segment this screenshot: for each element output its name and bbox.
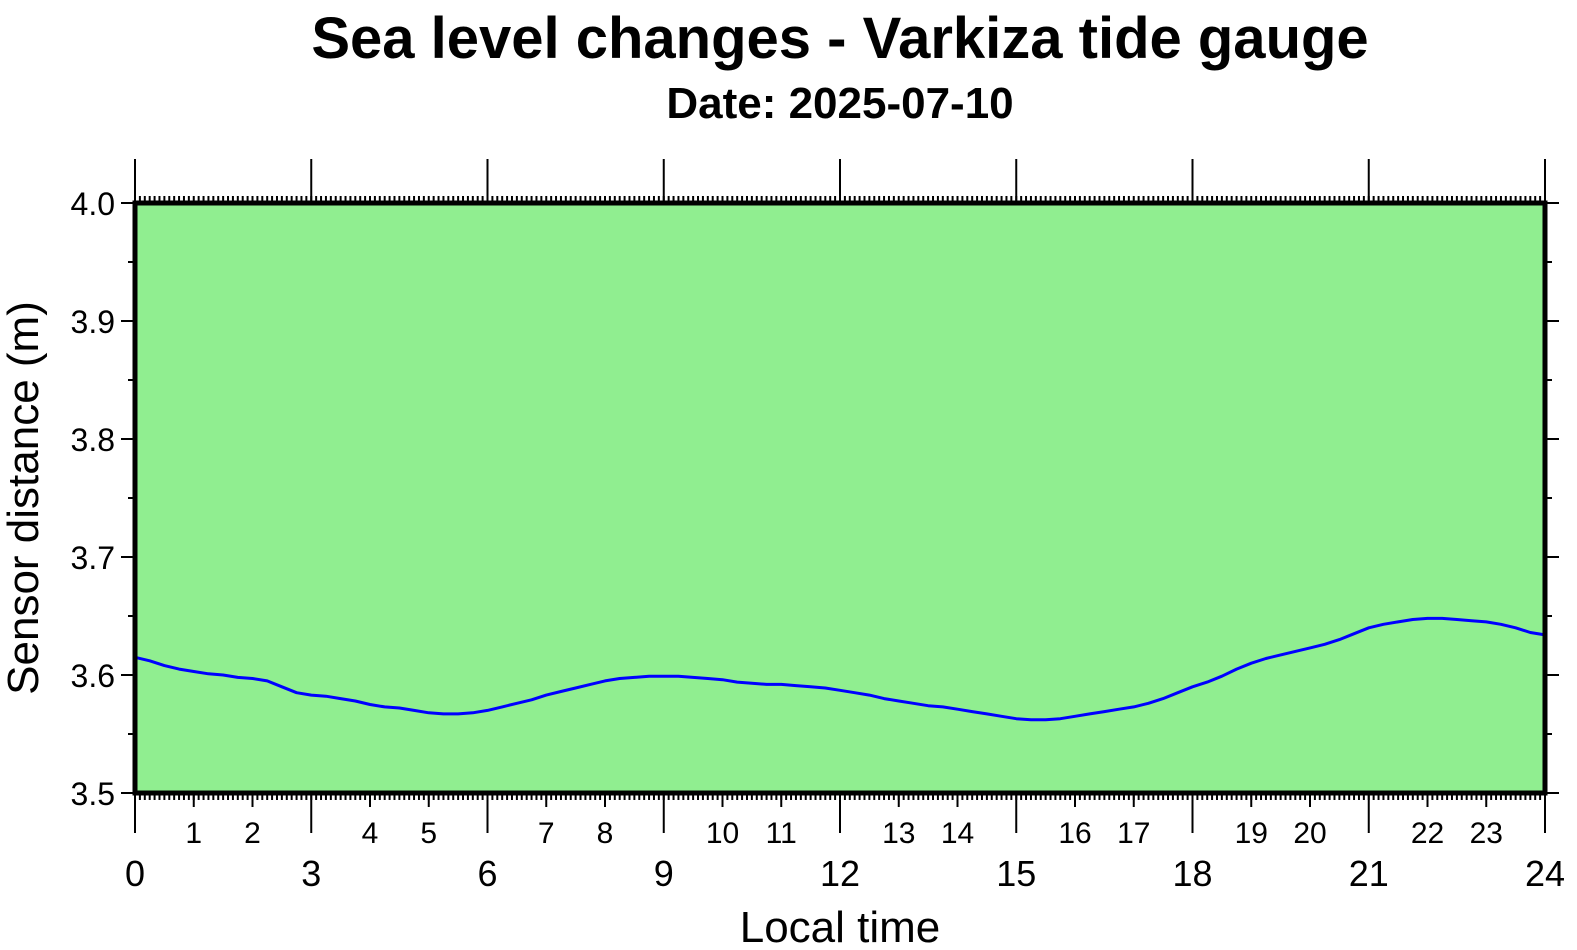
x-major-tick-label: 15 (996, 853, 1036, 894)
x-minor-tick-label: 17 (1117, 817, 1150, 850)
x-major-tick-label: 21 (1349, 853, 1389, 894)
x-minor-tick-label: 7 (538, 817, 555, 850)
y-tick-label: 3.5 (71, 776, 115, 812)
x-major-tick-label: 3 (301, 853, 321, 894)
chart-title: Sea level changes - Varkiza tide gauge (311, 6, 1368, 71)
x-minor-tick-label: 16 (1058, 817, 1091, 850)
x-minor-tick-label: 10 (706, 817, 739, 850)
y-tick-label: 3.9 (71, 304, 115, 340)
x-minor-tick-label: 8 (597, 817, 614, 850)
y-tick-label: 3.7 (71, 540, 115, 576)
x-minor-labels: 1 2 4 5 7 8 10 11 13 14 16 17 19 20 22 23 (185, 817, 1503, 850)
x-minor-tick-label: 14 (941, 817, 974, 850)
sea-level-series-line (134, 616, 1546, 722)
y-axis-label: Sensor distance (m) (0, 301, 48, 695)
major-ticks (134, 159, 1546, 833)
plot-frame (132, 200, 1548, 796)
x-minor-tick-label: 4 (362, 817, 379, 850)
x-minor-tick-label: 20 (1293, 817, 1326, 850)
x-major-tick-label: 18 (1172, 853, 1212, 894)
x-minor-tick-label: 23 (1470, 817, 1503, 850)
x-major-tick-label: 0 (125, 853, 145, 894)
x-minor-tick-label: 13 (882, 817, 915, 850)
x-minor-tick-label: 5 (420, 817, 437, 850)
x-major-tick-label: 9 (654, 853, 674, 894)
x-minor-tick-label: 2 (244, 817, 261, 850)
x-major-tick-label: 6 (477, 853, 497, 894)
x-minor-tick-label: 1 (185, 817, 202, 850)
plot-area (135, 203, 1545, 793)
x-major-tick-label: 12 (820, 853, 860, 894)
chart-subtitle: Date: 2025-07-10 (666, 79, 1013, 128)
x-minor-tick-label: 19 (1235, 817, 1268, 850)
x-minor-tick-label: 11 (766, 817, 797, 850)
y-labels: 3.5 3.6 3.7 3.8 3.9 4.0 (71, 186, 115, 812)
y-tick-label: 4.0 (71, 186, 115, 222)
x-major-tick-label: 24 (1525, 853, 1565, 894)
x-axis-label: Local time (740, 903, 941, 950)
x-minor-tick-label: 22 (1411, 817, 1444, 850)
x-major-labels: 0 3 6 9 12 15 18 21 24 (125, 853, 1565, 894)
y-tick-label: 3.6 (71, 658, 115, 694)
y-tick-label: 3.8 (71, 422, 115, 458)
